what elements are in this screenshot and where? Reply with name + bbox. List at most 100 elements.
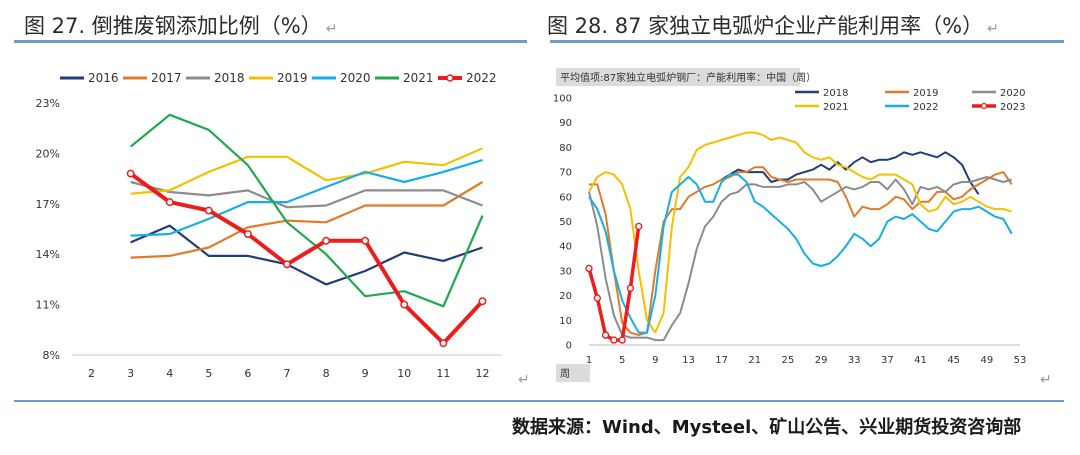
left-series-2022 (129, 171, 484, 346)
left-x-tick-label: 8 (323, 367, 330, 380)
right-legend-label-2021: 2021 (823, 102, 848, 113)
right-x-tick-label: 1 (586, 355, 592, 366)
left-point-2022 (204, 206, 213, 215)
right-x-tick-label: 41 (914, 355, 927, 366)
left-legend-label-2019: 2019 (277, 71, 308, 85)
right-x-tick-label: 49 (980, 355, 993, 366)
right-series-2020 (588, 176, 1012, 342)
left-series-2016 (130, 224, 483, 286)
left-legend-label-2018: 2018 (214, 71, 245, 85)
data-source: 数据来源：Wind、Mysteel、矿山公告、兴业期货投资咨询部 (512, 417, 1022, 438)
right-x-tick-label: 5 (619, 355, 625, 366)
right-x-tick-label: 53 (1014, 355, 1027, 366)
right-y-tick-label: 70 (559, 168, 572, 179)
left-series-2017 (130, 181, 484, 259)
right-point-2023 (593, 294, 601, 302)
right-title-rule (550, 40, 1064, 43)
left-series-2020 (130, 159, 483, 237)
right-series-2018 (721, 151, 980, 195)
right-x-tick-label: 37 (881, 355, 894, 366)
left-point-2022 (165, 198, 174, 207)
right-point-2023 (626, 284, 635, 292)
right-point-2023 (618, 336, 626, 344)
left-x-tick-label: 3 (127, 367, 134, 380)
right-y-tick-label: 30 (559, 266, 572, 277)
right-y-tick-label: 10 (559, 316, 572, 327)
left-point-2022 (361, 236, 370, 245)
left-y-tick-label: 8% (43, 349, 60, 362)
right-xlabel: 周 (560, 368, 570, 380)
left-y-tick-label: 17% (36, 198, 60, 211)
right-chart: 平均值项:87家独立电弧炉钢厂：产能利用率：中国（周） 0 10 20 30 40 50 60… (553, 68, 1052, 388)
right-series-2022 (588, 173, 1013, 334)
right-y-tick-label: 90 (559, 118, 572, 129)
left-point-2022 (478, 297, 487, 306)
right-point-2023 (610, 336, 618, 344)
left-series-2019 (130, 147, 483, 195)
left-series-2021 (129, 113, 484, 308)
right-y-tick-label: 0 (566, 341, 572, 352)
right-y-tick-label: 50 (559, 217, 572, 228)
right-point-2023 (601, 331, 610, 339)
left-x-tick-label: 2 (88, 367, 95, 380)
right-chart-title: 图 28. 87 家独立电弧炉企业产能利用率（%） ↵ (547, 14, 999, 38)
right-legend-marker-2023 (980, 102, 988, 110)
left-title-rule (14, 40, 527, 43)
right-x-tick-label: 13 (682, 355, 695, 366)
right-subtitle: 平均值项:87家独立电弧炉钢厂：产能利用率：中国（周） (560, 71, 816, 84)
right-y-tick-label: 40 (559, 242, 572, 253)
right-legend-label-2020: 2020 (1000, 88, 1025, 99)
right-series-2019 (589, 166, 1013, 337)
right-x-tick-label: 9 (652, 355, 658, 366)
right-xlabel-box (556, 364, 590, 382)
right-series-2023 (587, 226, 641, 342)
left-legend-label-2020: 2020 (340, 71, 371, 85)
left-y-tick-label: 11% (36, 299, 60, 312)
left-x-tick-label: 6 (244, 367, 251, 380)
left-x-tick-label: 11 (436, 367, 450, 380)
left-point-2022 (283, 260, 291, 269)
right-y-tick-label: 20 (559, 291, 572, 302)
left-point-2022 (439, 339, 448, 348)
right-point-2023 (585, 264, 593, 273)
left-legend-marker-2022 (446, 74, 454, 82)
left-point-2022 (400, 300, 409, 309)
right-series-2021 (588, 131, 1012, 334)
left-chart: 8% 11% 14% 17% 20% 23% 2 3 4 5 6 7 8 9 10 11 12 2016 2017 2… (36, 71, 530, 388)
right-x-tick-label: 29 (815, 355, 828, 366)
left-chart-title: 图 27. 倒推废钢添加比例（%） ↵ (24, 14, 338, 38)
left-series-2018 (130, 180, 483, 209)
right-legend-label-2018: 2018 (823, 88, 848, 99)
left-point-2022 (126, 169, 135, 178)
left-x-tick-label: 10 (397, 367, 411, 380)
bottom-rule (14, 400, 1064, 402)
left-x-tick-label: 5 (205, 367, 212, 380)
left-return-mark: ↵ (518, 372, 530, 388)
right-subtitle-box (556, 68, 800, 86)
left-legend-label-2016: 2016 (88, 71, 119, 85)
left-x-tick-label: 9 (362, 367, 369, 380)
right-return-mark: ↵ (1040, 372, 1052, 388)
left-legend-label-2021: 2021 (403, 71, 434, 85)
right-legend-label-2019: 2019 (913, 88, 938, 99)
right-y-tick-label: 100 (553, 94, 572, 105)
left-legend-label-2017: 2017 (151, 71, 182, 85)
right-y-tick-label: 60 (559, 192, 572, 203)
left-point-2022 (243, 230, 252, 238)
right-legend-label-2023: 2023 (1000, 102, 1025, 113)
left-y-tick-label: 23% (36, 97, 60, 110)
right-x-tick-label: 17 (715, 355, 728, 366)
left-x-tick-label: 4 (166, 367, 173, 380)
right-y-tick-label: 80 (559, 143, 572, 154)
right-legend-label-2022: 2022 (913, 102, 938, 113)
right-point-2023 (635, 222, 643, 231)
right-x-tick-label: 21 (748, 355, 761, 366)
left-point-2022 (322, 236, 331, 245)
right-x-tick-label: 33 (848, 355, 861, 366)
left-x-tick-label: 7 (284, 367, 291, 380)
left-y-tick-label: 20% (36, 147, 60, 160)
left-y-tick-label: 14% (36, 248, 60, 261)
right-x-tick-label: 45 (947, 355, 960, 366)
left-legend-label-2022: 2022 (466, 71, 497, 85)
left-x-tick-label: 12 (475, 367, 489, 380)
